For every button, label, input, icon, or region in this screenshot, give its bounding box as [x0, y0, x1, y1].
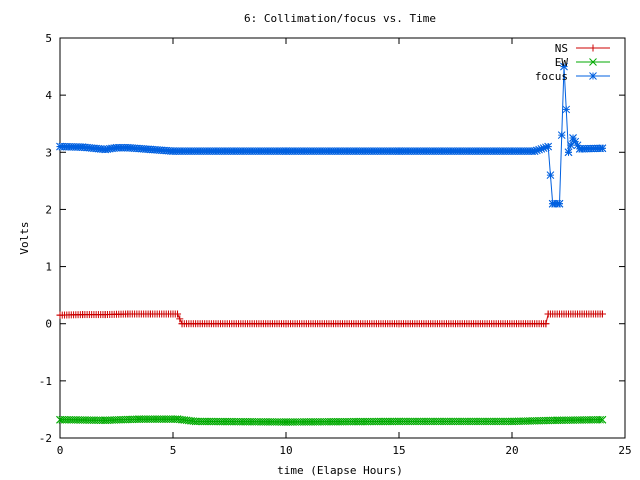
series-ns	[56, 310, 606, 328]
y-tick-label: 2	[45, 203, 52, 216]
data-point	[169, 147, 177, 155]
data-point	[282, 147, 290, 155]
x-tick-label: 25	[618, 444, 631, 457]
data-point	[562, 105, 571, 114]
data-point	[101, 145, 110, 154]
data-point	[542, 320, 550, 328]
series-ew	[56, 415, 607, 426]
data-point	[575, 145, 584, 153]
data-point	[146, 310, 154, 318]
data-point	[557, 131, 566, 139]
data-point	[101, 416, 110, 425]
data-point	[598, 415, 607, 424]
data-point	[553, 416, 562, 425]
x-tick-label: 20	[505, 444, 518, 457]
chart-title: 6: Collimation/focus vs. Time	[244, 12, 436, 25]
data-point	[598, 310, 606, 318]
data-point	[123, 143, 132, 152]
data-point	[395, 320, 403, 328]
data-point	[56, 415, 64, 424]
data-point	[78, 143, 87, 151]
legend-label: EW	[555, 56, 569, 69]
data-point	[544, 310, 552, 318]
y-tick-label: 4	[45, 89, 52, 102]
data-point	[546, 171, 555, 179]
legend-label: focus	[535, 70, 568, 83]
data-point	[282, 418, 290, 426]
data-point	[173, 415, 182, 423]
axis-ticks: 0 5 10 15 20 25 -2 -1 0 1 2 3 4 5	[39, 32, 632, 457]
x-axis-label: time (Elapse Hours)	[277, 464, 403, 477]
data-point	[530, 147, 539, 155]
plot-frame	[59, 37, 626, 439]
series-focus	[56, 62, 607, 208]
y-tick-label: 1	[45, 261, 52, 274]
data-point	[596, 415, 604, 424]
data-point	[56, 142, 64, 151]
y-tick-label: -2	[39, 432, 52, 445]
data-point	[174, 310, 182, 318]
data-point	[178, 320, 186, 328]
y-tick-label: 3	[45, 146, 52, 159]
x-tick-label: 0	[57, 444, 64, 457]
data-point	[112, 143, 121, 152]
data-point	[395, 417, 403, 426]
data-point	[101, 311, 109, 319]
x-tick-label: 10	[279, 444, 292, 457]
legend-marker	[589, 44, 597, 52]
data-point	[544, 142, 553, 151]
series-layer	[56, 62, 607, 426]
data-point	[560, 62, 568, 71]
data-point	[282, 320, 290, 328]
data-point	[564, 148, 573, 157]
x-tick-label: 5	[170, 444, 177, 457]
legend-marker	[589, 58, 597, 66]
y-tick-label: 0	[45, 318, 52, 331]
data-point	[598, 144, 607, 153]
data-point	[176, 315, 184, 323]
data-point	[124, 310, 132, 318]
x-tick-label: 15	[392, 444, 405, 457]
data-point	[569, 134, 577, 142]
legend-marker	[589, 72, 597, 80]
y-tick-label: 5	[45, 32, 52, 45]
data-point	[146, 145, 155, 154]
data-point	[566, 141, 575, 149]
data-point	[548, 199, 557, 208]
data-point	[395, 147, 403, 155]
data-point	[191, 417, 200, 426]
data-point	[135, 415, 143, 423]
data-point	[56, 311, 64, 319]
data-point	[79, 311, 87, 319]
legend-label: NS	[555, 42, 568, 55]
data-point	[555, 199, 564, 208]
series-line-focus	[59, 66, 603, 205]
data-point	[508, 417, 516, 426]
y-axis-label: Volts	[18, 221, 31, 254]
y-tick-label: -1	[39, 375, 52, 388]
